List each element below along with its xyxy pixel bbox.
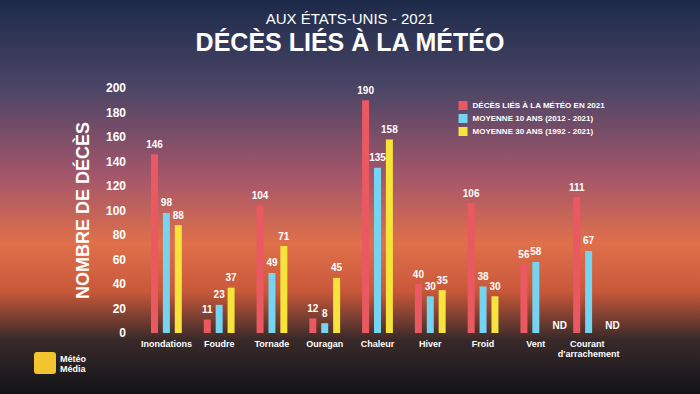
svg-text:38: 38 xyxy=(477,271,489,282)
svg-text:Tornade: Tornade xyxy=(255,339,290,349)
svg-text:20: 20 xyxy=(113,302,127,316)
svg-text:Hiver: Hiver xyxy=(419,339,442,349)
svg-text:23: 23 xyxy=(214,289,226,300)
svg-text:158: 158 xyxy=(381,124,398,135)
svg-text:88: 88 xyxy=(173,210,185,221)
svg-text:30: 30 xyxy=(425,281,437,292)
svg-text:37: 37 xyxy=(226,272,238,283)
svg-text:98: 98 xyxy=(161,197,173,208)
svg-text:140: 140 xyxy=(106,155,126,169)
svg-text:58: 58 xyxy=(530,246,542,257)
svg-text:56: 56 xyxy=(518,249,530,260)
svg-text:ND: ND xyxy=(605,320,619,331)
svg-text:MOYENNE 10 ANS (2012 - 2021): MOYENNE 10 ANS (2012 - 2021) xyxy=(473,114,594,123)
svg-text:DÉCÈS LIÉS À LA MÉTÉO: DÉCÈS LIÉS À LA MÉTÉO xyxy=(196,28,505,56)
svg-text:Froid: Froid xyxy=(472,339,495,349)
svg-text:104: 104 xyxy=(252,190,269,201)
svg-text:Vent: Vent xyxy=(526,339,545,349)
svg-text:111: 111 xyxy=(569,182,585,193)
svg-text:200: 200 xyxy=(106,81,126,95)
svg-text:160: 160 xyxy=(106,130,126,144)
svg-text:Météo: Météo xyxy=(60,354,87,364)
svg-text:12: 12 xyxy=(307,303,319,314)
svg-text:30: 30 xyxy=(489,281,501,292)
svg-text:Foudre: Foudre xyxy=(204,339,235,349)
svg-text:NOMBRE DE DÉCÈS: NOMBRE DE DÉCÈS xyxy=(72,122,93,299)
svg-text:ND: ND xyxy=(552,320,566,331)
svg-text:67: 67 xyxy=(583,235,595,246)
svg-text:40: 40 xyxy=(113,277,127,291)
svg-text:45: 45 xyxy=(331,262,343,273)
svg-text:80: 80 xyxy=(113,228,127,242)
svg-text:180: 180 xyxy=(106,106,126,120)
svg-text:DÉCÈS LIÉS À LA MÉTÉO EN 2021: DÉCÈS LIÉS À LA MÉTÉO EN 2021 xyxy=(473,101,606,110)
svg-text:d'arrachement: d'arrachement xyxy=(558,349,620,359)
svg-text:Inondations: Inondations xyxy=(141,339,192,349)
svg-text:Ouragan: Ouragan xyxy=(306,339,343,349)
svg-text:40: 40 xyxy=(413,269,425,280)
svg-text:Chaleur: Chaleur xyxy=(361,339,395,349)
svg-text:AUX ÉTATS-UNIS - 2021: AUX ÉTATS-UNIS - 2021 xyxy=(266,10,435,27)
svg-text:Média: Média xyxy=(60,364,87,374)
svg-text:100: 100 xyxy=(106,204,126,218)
svg-text:190: 190 xyxy=(357,85,374,96)
svg-text:146: 146 xyxy=(146,139,163,150)
svg-text:11: 11 xyxy=(202,304,213,315)
svg-text:49: 49 xyxy=(266,257,278,268)
svg-text:MOYENNE 30 ANS (1992 - 2021): MOYENNE 30 ANS (1992 - 2021) xyxy=(473,127,594,136)
svg-text:35: 35 xyxy=(437,275,449,286)
svg-text:120: 120 xyxy=(106,179,126,193)
svg-text:135: 135 xyxy=(369,152,386,163)
svg-text:71: 71 xyxy=(278,231,290,242)
svg-text:Courant: Courant xyxy=(570,339,607,349)
svg-text:8: 8 xyxy=(322,308,328,319)
svg-text:106: 106 xyxy=(463,188,480,199)
svg-text:0: 0 xyxy=(119,326,126,340)
svg-text:60: 60 xyxy=(113,253,127,267)
